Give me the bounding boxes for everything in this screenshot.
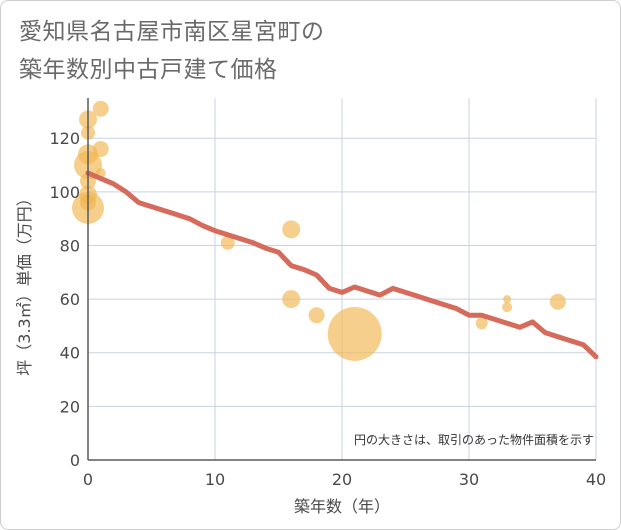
y-tick-label-40: 40 <box>60 344 80 363</box>
bubble-14 <box>308 307 325 324</box>
chart-title-line-1: 愛知県名古屋市南区星宮町の <box>19 19 325 45</box>
tick-labels: 0 10 20 30 40 0 20 40 60 80 100 120 <box>49 129 606 489</box>
x-tick-label-30: 30 <box>459 470 479 489</box>
bubbles <box>72 100 566 361</box>
y-tick-label-60: 60 <box>60 290 80 309</box>
y-tick-label-20: 20 <box>60 397 80 416</box>
chart-title: 愛知県名古屋市南区星宮町の 築年数別中古戸建て価格 <box>19 13 325 89</box>
bubble-11 <box>220 235 235 250</box>
trend-line <box>85 170 599 360</box>
bubble-8 <box>92 100 109 117</box>
bubble-15 <box>327 306 382 361</box>
x-tick-label-40: 40 <box>586 470 606 489</box>
y-tick-label-120: 120 <box>49 129 80 148</box>
trend-line-group <box>85 170 599 360</box>
y-axis-title: 坪（3.3㎡）単価（万円） <box>15 190 34 375</box>
size-legend-note: 円の大きさは、取引のあった物件面積を示す <box>354 432 594 447</box>
chart-title-line-2: 築年数別中古戸建て価格 <box>19 57 278 83</box>
bubble-16 <box>475 317 488 330</box>
y-tick-label-80: 80 <box>60 236 80 255</box>
bubble-9 <box>92 140 109 157</box>
bubble-19 <box>549 293 566 310</box>
bubble-12 <box>282 220 301 239</box>
axes <box>87 98 596 461</box>
x-tick-label-20: 20 <box>332 470 352 489</box>
x-tick-label-10: 10 <box>205 470 225 489</box>
y-tick-label-0: 0 <box>70 451 80 470</box>
grid <box>88 98 597 460</box>
y-tick-label-100: 100 <box>49 183 80 202</box>
x-axis-title: 築年数（年） <box>294 497 390 516</box>
bubble-13 <box>282 290 301 309</box>
bubble-18 <box>502 302 513 313</box>
bubble-17 <box>503 295 512 304</box>
x-tick-label-0: 0 <box>83 470 93 489</box>
